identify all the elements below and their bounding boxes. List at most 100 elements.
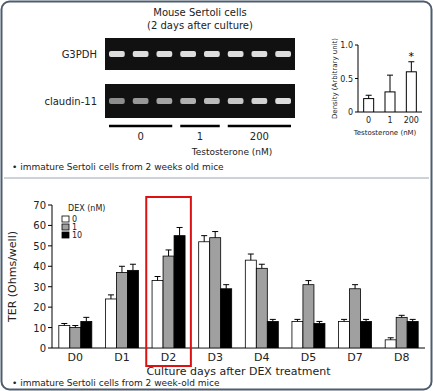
error-bar bbox=[223, 285, 229, 289]
x-tick-label: 0 bbox=[366, 116, 371, 125]
x-tick-label: D3 bbox=[207, 351, 222, 364]
error-bar bbox=[72, 326, 78, 328]
error-bar bbox=[155, 277, 161, 281]
x-tick-label: D4 bbox=[254, 351, 269, 364]
bar bbox=[385, 92, 395, 112]
x-tick-label: 1 bbox=[387, 116, 392, 125]
y-tick-label: 70 bbox=[33, 200, 46, 211]
y-tick-label: 0 bbox=[40, 343, 46, 354]
bar bbox=[256, 268, 267, 348]
gel-band bbox=[275, 51, 291, 57]
legend-title: DEX (nM) bbox=[68, 204, 105, 213]
frame bbox=[2, 2, 432, 390]
bar bbox=[59, 326, 70, 348]
bar bbox=[174, 236, 185, 348]
y-tick bbox=[48, 286, 52, 287]
page: Mouse Sertoli cells (2 days after culture… bbox=[0, 0, 433, 391]
y-tick bbox=[48, 307, 52, 308]
bar bbox=[105, 299, 116, 348]
y-tick-label: 50 bbox=[33, 241, 46, 252]
bar bbox=[152, 281, 163, 348]
y-axis bbox=[52, 205, 53, 348]
y-tick bbox=[48, 225, 52, 226]
x-tick-label: D1 bbox=[114, 351, 129, 364]
bar bbox=[396, 317, 407, 348]
error-bar bbox=[270, 319, 276, 321]
bar bbox=[292, 321, 303, 348]
gel-band bbox=[109, 51, 125, 57]
bar bbox=[70, 328, 81, 348]
error-bar bbox=[294, 319, 300, 321]
gel-band bbox=[133, 51, 149, 57]
bar bbox=[339, 321, 350, 348]
error-bar bbox=[119, 266, 125, 272]
y-label: Density (Arbitrary unit) bbox=[331, 38, 339, 119]
bar bbox=[81, 321, 92, 348]
legend-swatch bbox=[62, 224, 69, 230]
annotation: * bbox=[409, 50, 415, 63]
bar bbox=[127, 270, 138, 348]
bar bbox=[385, 340, 396, 348]
legend-label: 10 bbox=[72, 231, 82, 240]
y-tick-label: 10 bbox=[33, 323, 46, 334]
y-tick bbox=[48, 266, 52, 267]
y-tick-label: 0 bbox=[348, 108, 353, 117]
x-tick-label: D7 bbox=[347, 351, 362, 364]
gel-box bbox=[105, 84, 295, 118]
bar bbox=[221, 289, 232, 348]
y-tick-label: 20 bbox=[33, 302, 46, 313]
error-bar bbox=[61, 323, 67, 325]
error-bar bbox=[108, 295, 114, 299]
lane-group-line bbox=[228, 125, 291, 128]
gel-band bbox=[109, 98, 125, 104]
gel-band bbox=[133, 98, 149, 104]
y-tick bbox=[48, 205, 52, 206]
gel-band bbox=[180, 51, 196, 57]
x-label: Testosterone (nM) bbox=[353, 129, 417, 137]
gel-title: Mouse Sertoli cells bbox=[153, 7, 246, 18]
y-tick-label: 0.5 bbox=[340, 75, 353, 84]
bar bbox=[407, 321, 418, 348]
gel-band bbox=[228, 51, 244, 57]
error-bar bbox=[305, 281, 311, 285]
legend-swatch bbox=[62, 216, 69, 222]
error-bar bbox=[366, 95, 372, 98]
bars bbox=[59, 227, 418, 348]
lane-group-line bbox=[180, 125, 220, 128]
error-bar bbox=[408, 62, 414, 72]
bar bbox=[267, 321, 278, 348]
gel-subtitle: (2 days after culture) bbox=[147, 20, 253, 31]
error-bar bbox=[130, 264, 136, 270]
bar bbox=[303, 285, 314, 348]
y-tick bbox=[355, 45, 358, 46]
gel-band bbox=[228, 98, 244, 104]
bar bbox=[163, 256, 174, 348]
error-bar bbox=[387, 75, 393, 92]
y-tick bbox=[355, 112, 358, 113]
lane-group-label: 200 bbox=[250, 131, 269, 142]
error-bar bbox=[352, 285, 358, 289]
bar bbox=[199, 242, 210, 348]
error-bar bbox=[388, 338, 394, 340]
y-tick bbox=[48, 245, 52, 246]
x-tick-label: D2 bbox=[161, 351, 176, 364]
gel-band bbox=[252, 98, 268, 104]
lane-group-label: 0 bbox=[137, 131, 143, 142]
x-label: Culture days after DEX treatment bbox=[146, 365, 331, 378]
gel-row-label: claudin-11 bbox=[44, 96, 97, 107]
error-bar bbox=[316, 321, 322, 323]
gel-band bbox=[252, 51, 268, 57]
divider bbox=[4, 178, 429, 179]
x-tick-label: 200 bbox=[404, 116, 419, 125]
bar bbox=[116, 272, 127, 348]
bars bbox=[364, 62, 417, 112]
bar bbox=[361, 321, 372, 348]
y-tick-label: 1.0 bbox=[340, 41, 353, 50]
error-bar bbox=[177, 227, 183, 235]
error-bar bbox=[341, 319, 347, 321]
gel-band bbox=[180, 98, 196, 104]
error-bar bbox=[363, 319, 369, 321]
y-tick bbox=[48, 327, 52, 328]
y-tick-label: 30 bbox=[33, 282, 46, 293]
x-tick-label: D0 bbox=[68, 351, 83, 364]
